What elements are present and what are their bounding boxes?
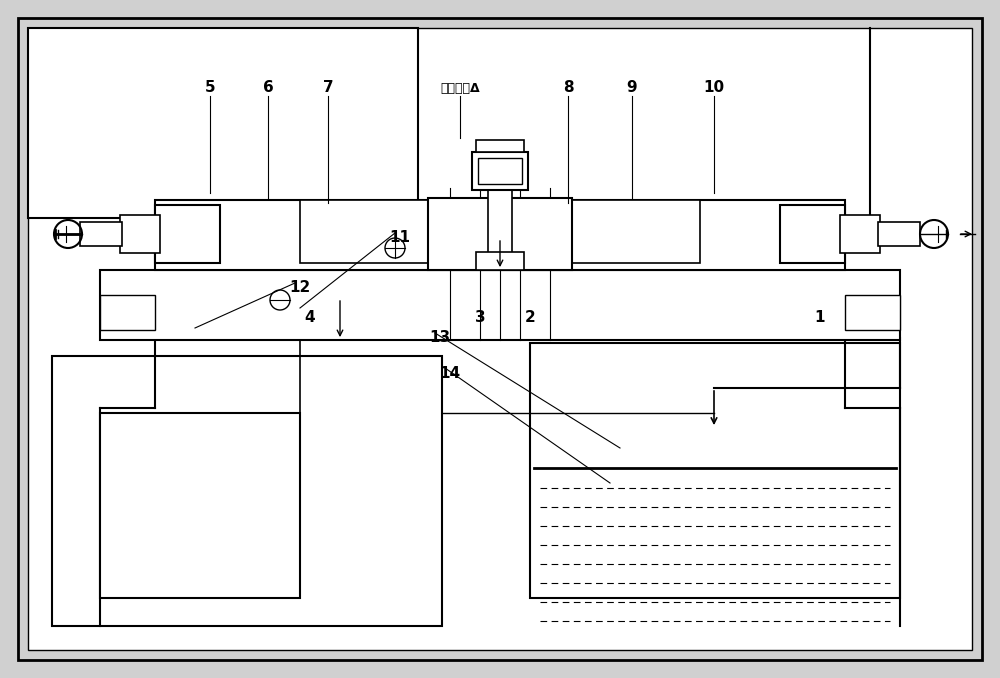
Bar <box>155 200 845 270</box>
Bar <box>472 152 528 190</box>
Text: 10: 10 <box>703 81 725 96</box>
Bar <box>780 205 845 263</box>
Bar <box>100 413 300 598</box>
Bar <box>157 207 218 261</box>
Bar <box>845 295 900 330</box>
Bar <box>80 222 122 246</box>
Bar <box>878 222 920 246</box>
Text: 14: 14 <box>439 365 461 380</box>
Bar <box>102 272 898 338</box>
Text: 13: 13 <box>429 330 451 346</box>
Bar <box>300 200 430 263</box>
Bar <box>488 190 512 270</box>
Bar <box>530 343 900 598</box>
Bar <box>155 205 220 263</box>
Bar <box>572 202 698 261</box>
Bar <box>847 297 898 328</box>
Bar <box>840 215 880 253</box>
Text: 1: 1 <box>815 311 825 325</box>
Bar <box>100 270 900 340</box>
Bar <box>478 158 522 184</box>
Text: 8: 8 <box>563 81 573 96</box>
Bar <box>476 140 524 152</box>
Text: 11: 11 <box>390 231 411 245</box>
Bar <box>302 202 428 261</box>
Text: 5: 5 <box>205 81 215 96</box>
Text: 6: 6 <box>263 81 273 96</box>
Bar <box>102 297 153 328</box>
Bar <box>120 215 160 253</box>
Bar <box>157 202 843 268</box>
Bar <box>782 207 843 261</box>
Bar <box>52 356 442 626</box>
Text: 2: 2 <box>525 311 535 325</box>
Bar <box>428 198 572 270</box>
Text: 3: 3 <box>475 311 485 325</box>
Text: 4: 4 <box>305 311 315 325</box>
Bar <box>28 28 418 218</box>
Text: 7: 7 <box>323 81 333 96</box>
Bar <box>570 200 700 263</box>
Bar <box>476 252 524 270</box>
Text: 9: 9 <box>627 81 637 96</box>
Text: 12: 12 <box>289 281 311 296</box>
Bar <box>100 295 155 330</box>
Text: 加工间隙Δ: 加工间隙Δ <box>440 81 480 94</box>
